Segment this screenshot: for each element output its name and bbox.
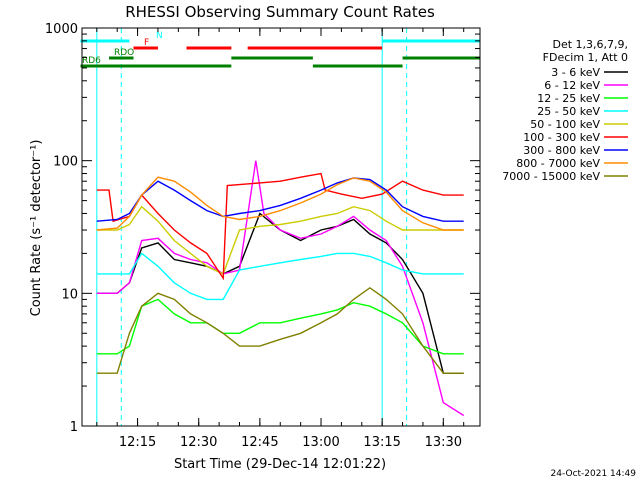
legend: Det 1,3,6,7,9,FDecim 1, Att 0 3 - 6 keV6 … — [502, 38, 628, 183]
y-tick-label-2: 10 — [61, 287, 78, 302]
x-axis-label: Start Time (29-Dec-14 12:01:22) — [174, 457, 386, 472]
series-line-9 — [96, 286, 464, 374]
state-bar-label-rdo: RDO — [114, 48, 134, 58]
series-layer — [96, 160, 465, 417]
x-tick-label-5: 13:15 — [363, 435, 400, 450]
legend-label-8: 800 - 7000 keV — [516, 157, 600, 170]
y-axis: 1 10 100 1000 — [45, 22, 480, 435]
chart-title: RHESSI Observing Summary Count Rates — [125, 3, 435, 21]
series-line-4 — [96, 252, 464, 301]
series-line-3 — [96, 298, 464, 355]
legend-label-4: 25 - 50 keV — [537, 105, 600, 118]
state-bar-label-f: F — [144, 38, 149, 48]
footer-date: 24-Oct-2021 14:49 — [551, 469, 637, 479]
series-line-2 — [96, 160, 465, 417]
series-line-5 — [96, 205, 464, 275]
state-bar-label-rd6: RD6 — [82, 56, 101, 66]
legend-label-1: 3 - 6 keV — [551, 66, 600, 79]
series-line-1 — [96, 212, 464, 374]
plot-area — [96, 28, 408, 426]
state-bar-label-n: N — [156, 31, 163, 41]
plot-frame — [81, 27, 481, 427]
legend-label-6: 100 - 300 keV — [523, 131, 600, 144]
x-tick-label-4: 13:00 — [302, 435, 339, 450]
x-tick-label-6: 13:30 — [425, 435, 462, 450]
x-axis: 12:15 12:30 12:45 13:00 13:15 13:30 — [96, 28, 465, 450]
x-tick-label-1: 12:15 — [119, 435, 156, 450]
legend-label-2: 6 - 12 keV — [544, 79, 600, 92]
y-tick-label-3: 100 — [53, 155, 78, 170]
series-line-8 — [96, 176, 464, 231]
legend-label-3: 12 - 25 keV — [537, 92, 600, 105]
x-tick-label-3: 12:45 — [241, 435, 278, 450]
state-bars: NF RDO RD6 — [80, 31, 480, 68]
series-line-7 — [96, 177, 464, 222]
legend-label-5: 50 - 100 keV — [530, 118, 600, 131]
y-axis-label: Count Rate (s⁻¹ detector⁻¹) — [29, 140, 44, 317]
x-tick-label-2: 12:30 — [180, 435, 217, 450]
legend-label-9: 7000 - 15000 keV — [502, 170, 600, 183]
y-tick-label-1: 1 — [70, 420, 78, 435]
y-tick-label-4: 1000 — [45, 22, 78, 37]
legend-header-2: FDecim 1, Att 0 — [543, 51, 628, 64]
legend-label-7: 300 - 800 keV — [523, 144, 600, 157]
legend-header-1: Det 1,3,6,7,9, — [552, 38, 628, 51]
